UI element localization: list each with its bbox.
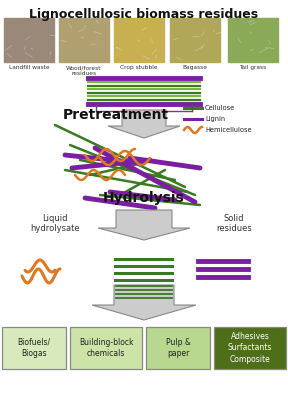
Text: Pretreatment: Pretreatment bbox=[63, 108, 169, 122]
Bar bbox=[2, 327, 66, 369]
Text: Adhesives
Surfactants
Composite: Adhesives Surfactants Composite bbox=[228, 332, 272, 364]
Text: Crop stubble: Crop stubble bbox=[120, 65, 158, 70]
Bar bbox=[146, 327, 210, 369]
Bar bbox=[114, 18, 164, 62]
Polygon shape bbox=[92, 285, 196, 320]
Bar bbox=[70, 327, 142, 369]
Text: Landfill waste: Landfill waste bbox=[9, 65, 49, 70]
Text: Biofuels/
Biogas: Biofuels/ Biogas bbox=[18, 338, 51, 358]
Text: Liquid
hydrolysate: Liquid hydrolysate bbox=[30, 214, 80, 234]
Bar bbox=[4, 18, 54, 62]
Text: Lignin: Lignin bbox=[205, 116, 225, 122]
Text: Lignocellulosic biomass residues: Lignocellulosic biomass residues bbox=[29, 8, 259, 21]
Bar bbox=[228, 18, 278, 62]
Bar bbox=[214, 327, 286, 369]
Text: Building-block
chemicals: Building-block chemicals bbox=[79, 338, 133, 358]
Polygon shape bbox=[98, 210, 190, 240]
Text: Wood/forest
residues: Wood/forest residues bbox=[66, 65, 102, 76]
Text: Hydrolysis: Hydrolysis bbox=[103, 191, 185, 205]
Text: Cellulose: Cellulose bbox=[205, 105, 235, 111]
Text: Hemicellulose: Hemicellulose bbox=[205, 127, 252, 133]
Bar bbox=[170, 18, 220, 62]
Text: Tail grass: Tail grass bbox=[239, 65, 267, 70]
Bar bbox=[59, 18, 109, 62]
Text: Bagasse: Bagasse bbox=[183, 65, 207, 70]
Text: Pulp &
paper: Pulp & paper bbox=[166, 338, 190, 358]
Polygon shape bbox=[108, 110, 180, 138]
Text: Solid
residues: Solid residues bbox=[216, 214, 252, 234]
